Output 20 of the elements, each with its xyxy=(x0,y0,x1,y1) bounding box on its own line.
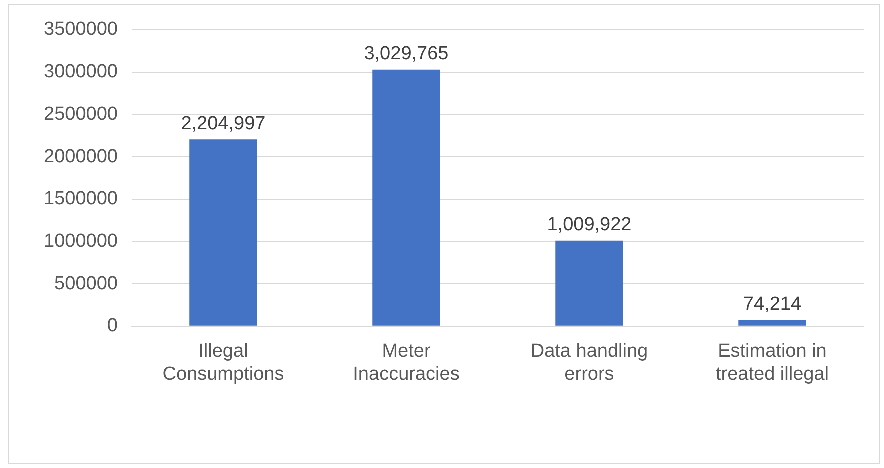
data-label: 1,009,922 xyxy=(547,214,632,236)
x-tick-label: Data handling errors xyxy=(530,341,648,385)
y-tick-label: 3500000 xyxy=(44,19,118,40)
bar xyxy=(556,240,624,326)
bar xyxy=(372,70,440,326)
y-tick-label: 500000 xyxy=(54,273,118,294)
x-tick-label: Estimation in treated illegal xyxy=(716,341,830,385)
y-tick-label: 1000000 xyxy=(44,230,118,252)
x-tick-label: Illegal Consumptions xyxy=(162,341,284,385)
y-tick-label: 2500000 xyxy=(44,104,118,125)
data-label: 3,029,765 xyxy=(364,44,449,65)
y-tick-label: 1500000 xyxy=(44,188,118,210)
x-tick-label: Meter Inaccuracies xyxy=(353,341,460,385)
bar xyxy=(738,320,806,326)
y-tick-label: 2000000 xyxy=(44,146,118,168)
data-label: 74,214 xyxy=(743,294,802,315)
bar xyxy=(190,140,258,326)
y-tick-label: 0 xyxy=(107,316,118,337)
data-label: 2,204,997 xyxy=(181,113,266,134)
y-tick-label: 3000000 xyxy=(44,62,118,83)
